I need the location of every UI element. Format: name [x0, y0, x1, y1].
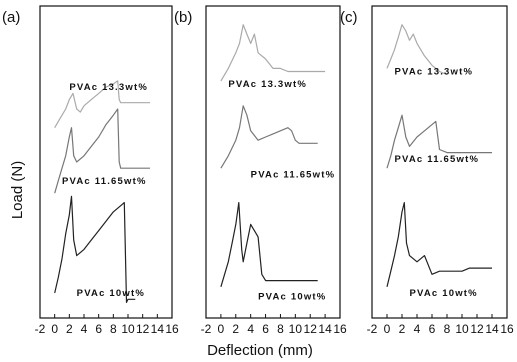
- x-tick-label: 0: [384, 322, 391, 336]
- series-line-3: [54, 195, 136, 303]
- x-tick-label: 16: [165, 322, 179, 336]
- x-tick-label: 10: [455, 322, 469, 336]
- series-line-3: [386, 202, 492, 287]
- x-tick-label: -2: [367, 322, 378, 336]
- series-line-2: [220, 105, 318, 169]
- series-label: PVAc 13.3wt%: [228, 79, 307, 90]
- x-tick-label: 2: [399, 322, 406, 336]
- x-tick-label: 6: [95, 322, 102, 336]
- series-label: PVAc 10wt%: [258, 291, 326, 302]
- x-tick-label: 6: [429, 322, 436, 336]
- x-tick-label: 12: [304, 322, 318, 336]
- x-tick-label: 8: [110, 322, 117, 336]
- x-tick-label: 4: [414, 322, 421, 336]
- x-tick-label: 10: [289, 322, 303, 336]
- x-tick-label: -2: [201, 322, 212, 336]
- series-label: PVAc 13.3wt%: [395, 67, 474, 78]
- x-tick-label: 6: [262, 322, 269, 336]
- x-tick-label: 8: [444, 322, 451, 336]
- x-tick-label: 2: [232, 322, 239, 336]
- panel-letter: (b): [174, 9, 192, 26]
- panel-3: (c) -2 0 2 4 6 8 10 12 14 16 PVAc 13.3wt% PVAc 11.65…: [340, 5, 514, 336]
- series-line-2: [386, 114, 492, 169]
- x-tick-label: 0: [218, 322, 225, 336]
- x-tick-label: 4: [81, 322, 88, 336]
- x-tick-label: 4: [247, 322, 254, 336]
- x-tick-label: 12: [136, 322, 150, 336]
- x-tick-label: 8: [277, 322, 284, 336]
- series-label: PVAc 11.65wt%: [251, 170, 336, 181]
- x-tick-label: 16: [333, 322, 347, 336]
- series-line-1: [386, 24, 448, 76]
- panel-1: (a) -2 0 2 4 6 8 10 12 14 16 PVAc 13.3wt% PVAc 11.65…: [2, 5, 179, 336]
- series-line-1: [220, 24, 326, 82]
- x-tick-label: 0: [51, 322, 58, 336]
- x-tick-label: 2: [66, 322, 73, 336]
- series-label: PVAc 13.3wt%: [69, 82, 148, 93]
- panel-frame: [39, 5, 173, 319]
- series-label: PVAc 10wt%: [77, 288, 145, 299]
- panel-frame: [205, 5, 341, 319]
- series-label: PVAc 10wt%: [410, 288, 478, 299]
- x-tick-label: 14: [151, 322, 165, 336]
- series-line-3: [220, 202, 318, 287]
- panel-2: (b) -2 0 2 4 6 8 10 12 14 16 PVAc 13.3wt% PVAc 11.65…: [174, 5, 347, 336]
- panel-frame: [371, 5, 508, 319]
- series-label: PVAc 11.65wt%: [62, 176, 147, 187]
- x-tick-label: -2: [35, 322, 46, 336]
- x-tick-label: 16: [500, 322, 514, 336]
- panel-letter: (a): [2, 9, 20, 26]
- x-tick-label: 10: [121, 322, 135, 336]
- y-axis-label: Load (N): [9, 161, 26, 219]
- panel-letter: (c): [340, 9, 358, 26]
- x-axis-label: Deflection (mm): [207, 342, 313, 359]
- series-label: PVAc 11.65wt%: [395, 154, 480, 165]
- x-tick-label: 12: [470, 322, 484, 336]
- x-tick-label: 14: [318, 322, 332, 336]
- x-tick-label: 14: [485, 322, 499, 336]
- series-line-2: [54, 108, 150, 194]
- series-line-1: [54, 80, 150, 128]
